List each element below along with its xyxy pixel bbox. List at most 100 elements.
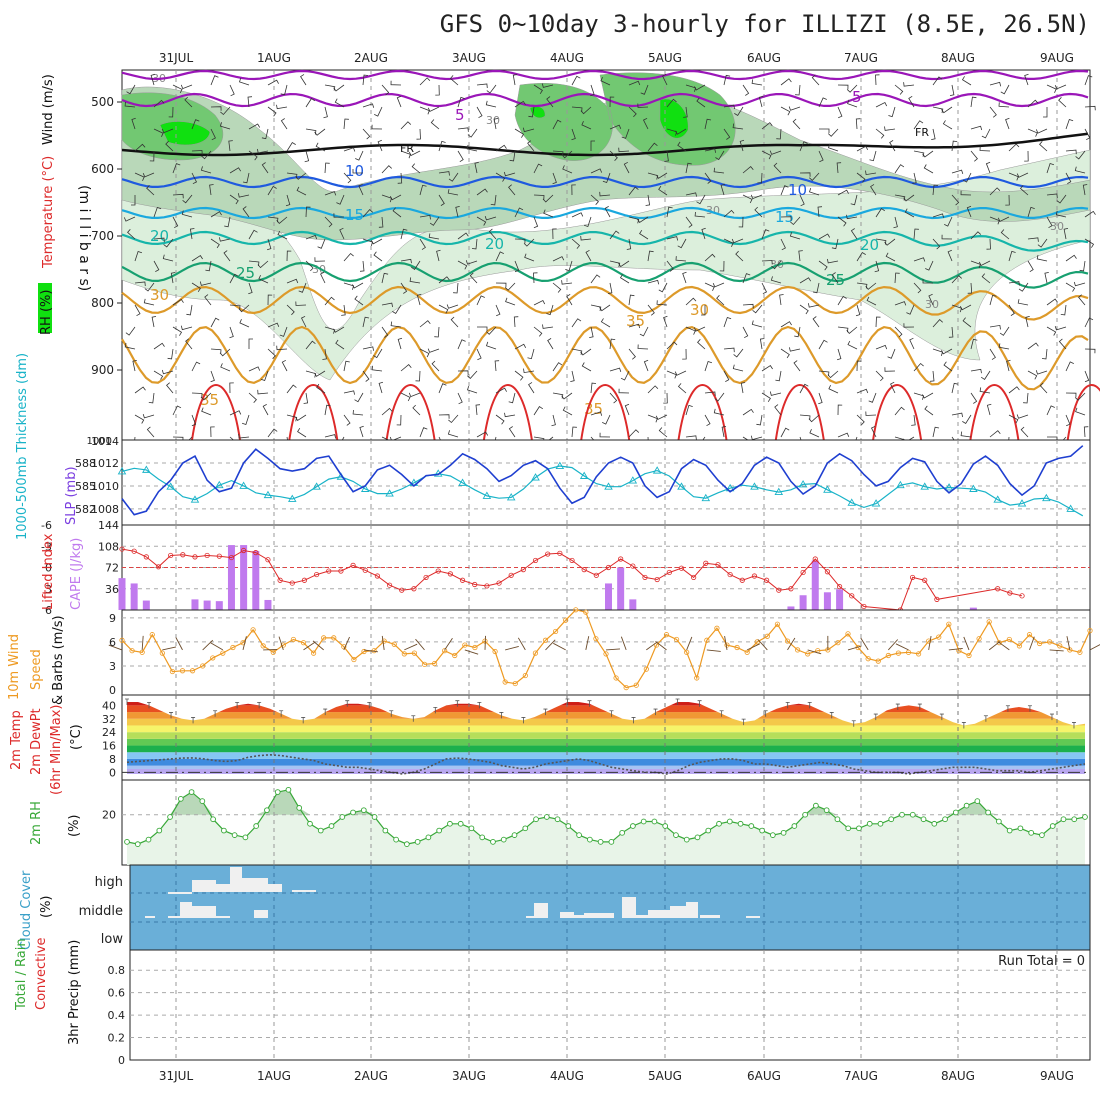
surface-wind-barb xyxy=(997,641,1010,651)
thickness-marker xyxy=(482,491,492,499)
surface-wind-barb xyxy=(202,639,214,651)
wind-speed-marker xyxy=(794,647,801,653)
pressure-tick-label: 1000 xyxy=(87,436,112,447)
wind-tick-label: 3 xyxy=(109,660,116,673)
middle-cloud-bar xyxy=(700,915,720,918)
temperature-unit-label: (°C) xyxy=(69,724,84,750)
wind-barb xyxy=(761,260,773,265)
wind-barb xyxy=(799,277,812,284)
wind-barb xyxy=(266,238,272,251)
wind-barb xyxy=(908,95,915,108)
lifted-index-marker xyxy=(800,569,806,576)
wind-barb xyxy=(875,316,881,328)
thickness-marker xyxy=(993,495,1002,503)
rh2m-marker xyxy=(468,825,475,832)
middle-cloud-bar xyxy=(584,913,614,918)
wind-barb xyxy=(1083,426,1089,438)
rh2m-marker xyxy=(576,832,582,838)
wind-barb xyxy=(666,128,678,136)
wind-speed-marker xyxy=(431,660,438,667)
top-date-label: 6AUG xyxy=(747,51,781,65)
lifted-index-marker xyxy=(776,587,782,593)
wind-speed-marker xyxy=(280,642,286,648)
wind-barb xyxy=(618,260,630,268)
wind-barb xyxy=(978,260,991,267)
lifted-index-marker xyxy=(569,557,575,564)
wind-barb xyxy=(571,106,583,112)
wind-barb xyxy=(242,172,250,184)
wind-barb xyxy=(723,347,735,353)
surface-wind-barb xyxy=(1066,636,1071,650)
lifted-index-marker xyxy=(678,565,685,571)
wind-barb xyxy=(339,227,345,240)
wind-barb xyxy=(527,140,535,152)
wind-barb xyxy=(262,404,269,416)
rh2m-marker xyxy=(802,811,808,818)
wind-barb xyxy=(619,274,630,284)
wind-barb xyxy=(696,194,706,205)
wind-barb xyxy=(1084,238,1095,248)
wind-speed-marker xyxy=(865,656,871,662)
lifted-index-marker xyxy=(362,567,368,573)
lifted-index-marker xyxy=(788,586,794,592)
wind-barb xyxy=(324,296,335,306)
wind-barb xyxy=(276,345,288,351)
slp-tick-label: 1014 xyxy=(91,435,119,448)
rh2m-marker xyxy=(425,834,432,841)
wind-tick-label: 0 xyxy=(109,684,116,697)
wind-barb xyxy=(645,194,651,206)
wind-barb xyxy=(343,390,355,395)
wind-speed-marker xyxy=(926,638,932,644)
wind-barb xyxy=(1046,216,1053,229)
wind-barb xyxy=(408,150,421,157)
lifted-index-marker xyxy=(168,552,174,559)
wind-barb xyxy=(948,326,954,338)
lifted-index-marker xyxy=(447,571,453,577)
thickness-marker xyxy=(579,471,589,479)
surface-wind-barb xyxy=(948,647,963,651)
wind-barb xyxy=(358,183,364,196)
wind-barb xyxy=(304,150,310,163)
wind-barb xyxy=(870,425,877,438)
wind-barb xyxy=(704,253,716,262)
rh2m-marker xyxy=(920,816,927,823)
pressure-tick-label: 600 xyxy=(91,162,114,176)
rh2m-marker xyxy=(533,816,539,823)
lifted-index-marker xyxy=(180,552,186,558)
hot-contour xyxy=(774,383,825,441)
wind-speed-marker xyxy=(835,640,841,646)
top-date-label: 2AUG xyxy=(354,51,388,65)
wind-barb xyxy=(704,118,712,130)
wind-barb xyxy=(533,194,545,200)
wind-barb xyxy=(639,229,649,240)
wind-barb xyxy=(400,282,408,294)
wind-barb xyxy=(960,431,972,438)
wind-barb xyxy=(1008,250,1016,262)
wind-barb xyxy=(204,294,212,306)
rh2m-marker xyxy=(145,836,152,843)
precip-total-label: Total / Rain xyxy=(14,938,29,1011)
wind-barb xyxy=(887,348,896,359)
high-cloud-bar xyxy=(192,880,216,892)
rh2m-marker xyxy=(651,818,658,825)
wind-barb xyxy=(761,365,773,372)
wind-barb xyxy=(552,119,562,130)
thickness-marker xyxy=(287,494,297,502)
wind-barb xyxy=(828,128,839,137)
rh2m-marker xyxy=(447,820,453,827)
lifted-index-marker xyxy=(824,569,831,575)
wind-barb xyxy=(267,322,280,328)
lifted-index-marker xyxy=(338,568,344,574)
wind-barb xyxy=(305,340,316,350)
rh2m-marker xyxy=(511,832,518,838)
rh2m-marker xyxy=(769,832,776,838)
wind-barb xyxy=(799,304,809,315)
wind-barb xyxy=(333,213,345,218)
wind-barb xyxy=(400,121,412,130)
wind-barb xyxy=(1054,325,1067,331)
lifted-index-marker xyxy=(727,571,733,578)
lifted-index-marker xyxy=(253,550,259,556)
wind-barb xyxy=(533,326,543,337)
wind-barb xyxy=(716,295,725,306)
wind-barb xyxy=(248,338,253,349)
